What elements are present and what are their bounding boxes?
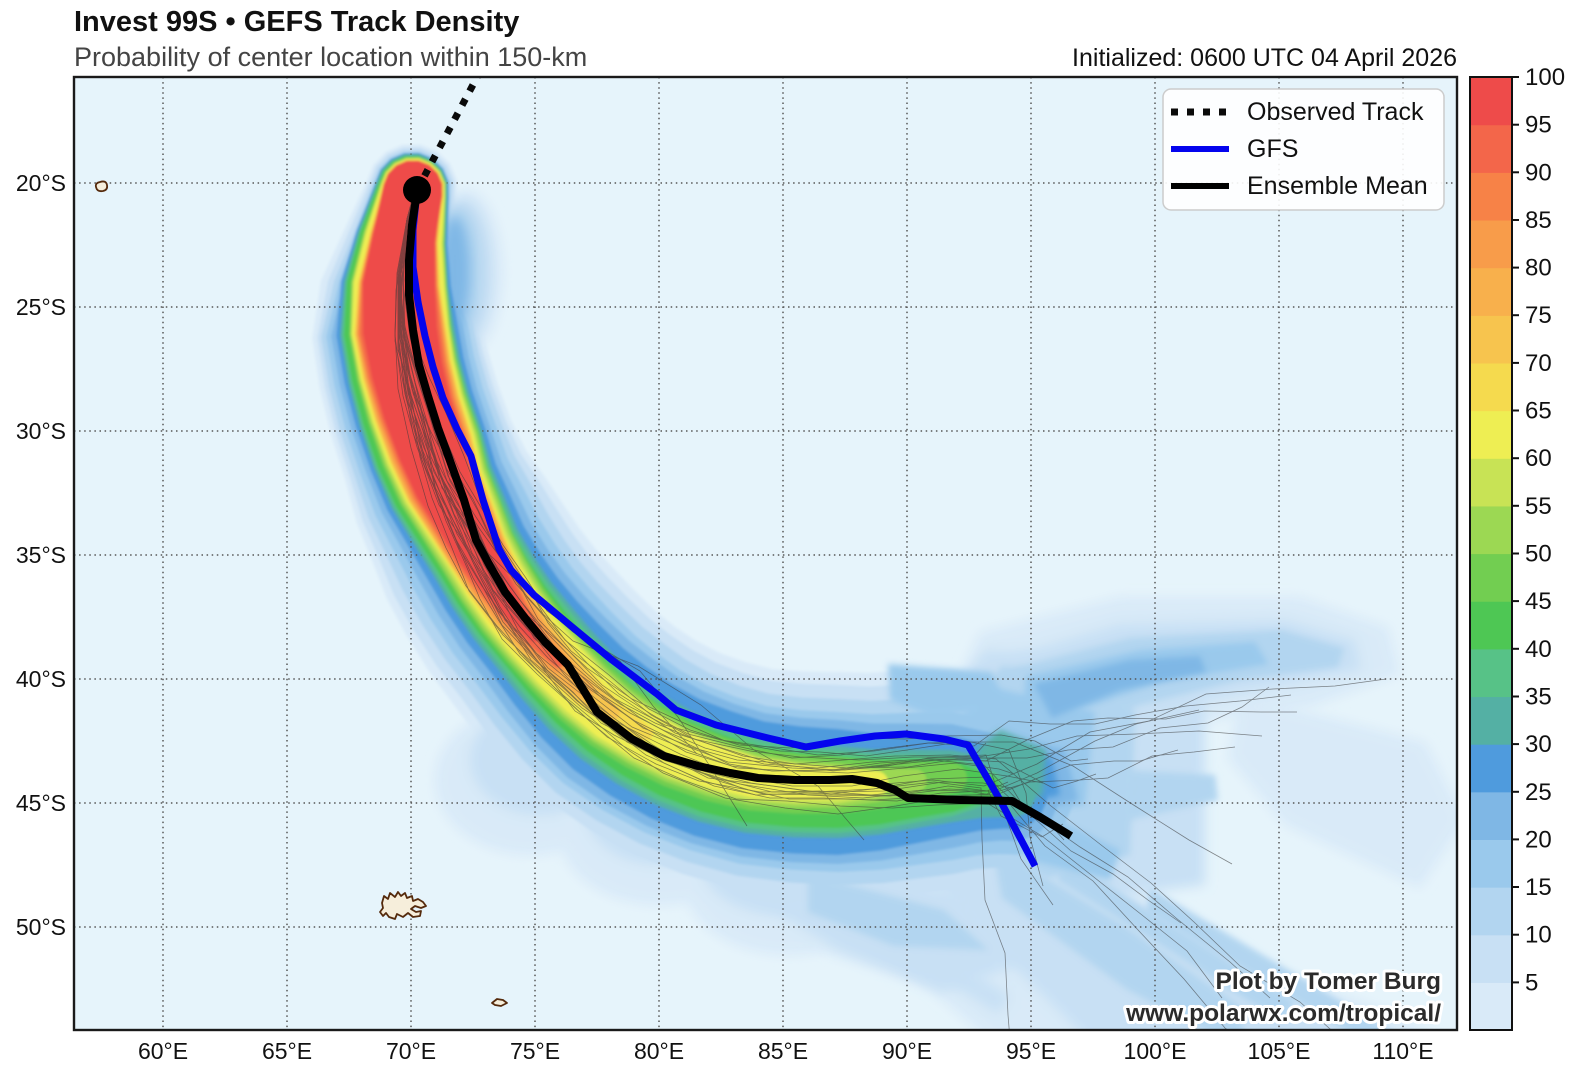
svg-text:80°E: 80°E	[634, 1038, 684, 1064]
svg-text:75°E: 75°E	[510, 1038, 560, 1064]
svg-text:25°S: 25°S	[16, 294, 66, 320]
svg-text:Observed Track: Observed Track	[1247, 98, 1424, 126]
svg-text:15: 15	[1525, 874, 1552, 901]
svg-text:80: 80	[1525, 255, 1552, 282]
svg-text:50°S: 50°S	[16, 914, 66, 940]
svg-text:70: 70	[1525, 350, 1552, 377]
svg-text:105°E: 105°E	[1248, 1038, 1311, 1064]
svg-text:100°E: 100°E	[1124, 1038, 1187, 1064]
svg-text:35: 35	[1525, 684, 1552, 711]
svg-text:95: 95	[1525, 112, 1552, 139]
svg-text:85: 85	[1525, 207, 1552, 234]
svg-text:30°S: 30°S	[16, 418, 66, 444]
svg-text:95°E: 95°E	[1006, 1038, 1056, 1064]
svg-text:30: 30	[1525, 731, 1552, 758]
svg-text:40: 40	[1525, 636, 1552, 663]
svg-text:Invest 99S • GEFS Track Densit: Invest 99S • GEFS Track Density	[74, 6, 519, 38]
svg-text:45°S: 45°S	[16, 790, 66, 816]
svg-text:20: 20	[1525, 826, 1552, 853]
svg-text:25: 25	[1525, 779, 1552, 806]
svg-text:5: 5	[1525, 969, 1538, 996]
svg-text:Probability of center location: Probability of center location within 15…	[74, 42, 587, 72]
svg-text:10: 10	[1525, 922, 1552, 949]
svg-text:35°S: 35°S	[16, 542, 66, 568]
svg-text:www.polarwx.com/tropical/: www.polarwx.com/tropical/	[1125, 1000, 1441, 1027]
svg-text:50: 50	[1525, 541, 1552, 568]
svg-text:55: 55	[1525, 493, 1552, 520]
svg-text:65: 65	[1525, 398, 1552, 425]
svg-text:90: 90	[1525, 159, 1552, 186]
svg-text:GFS: GFS	[1247, 135, 1298, 163]
svg-text:45: 45	[1525, 588, 1552, 615]
svg-text:40°S: 40°S	[16, 666, 66, 692]
svg-text:Ensemble Mean: Ensemble Mean	[1247, 172, 1428, 200]
svg-text:110°E: 110°E	[1372, 1038, 1433, 1064]
svg-text:Initialized: 0600 UTC 04 April: Initialized: 0600 UTC 04 April 2026	[1072, 44, 1457, 72]
svg-text:20°S: 20°S	[16, 170, 66, 196]
svg-text:85°E: 85°E	[758, 1038, 808, 1064]
svg-text:60°E: 60°E	[138, 1038, 188, 1064]
svg-text:Plot by Tomer Burg: Plot by Tomer Burg	[1215, 968, 1441, 995]
svg-text:90°E: 90°E	[882, 1038, 932, 1064]
svg-text:65°E: 65°E	[262, 1038, 312, 1064]
svg-text:60: 60	[1525, 445, 1552, 472]
svg-text:100: 100	[1525, 64, 1565, 91]
svg-text:70°E: 70°E	[386, 1038, 436, 1064]
svg-text:75: 75	[1525, 302, 1552, 329]
